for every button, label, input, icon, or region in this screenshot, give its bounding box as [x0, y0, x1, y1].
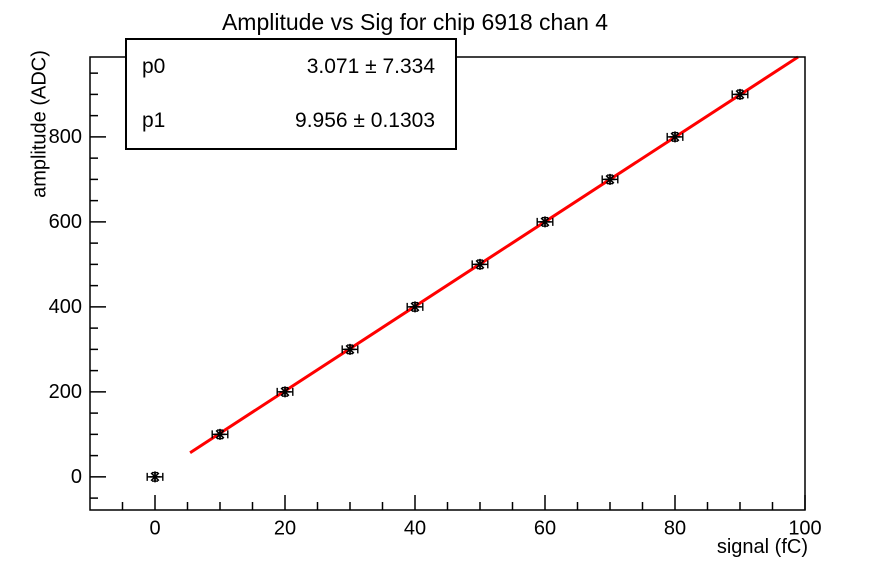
x-tick-label: 80 — [664, 518, 686, 540]
stat-row-p0: p0 3.071 ± 7.334 — [127, 55, 455, 79]
y-axis: 0 200 400 600 800 — [49, 72, 106, 499]
asterisk-marker — [215, 429, 225, 439]
asterisk-marker — [605, 174, 615, 184]
x-axis-title: signal (fC) — [716, 536, 808, 558]
data-point — [146, 471, 164, 483]
asterisk-marker — [475, 259, 485, 269]
stat-p1-value: 9.956 ± 0.1303 — [295, 109, 435, 132]
stat-p0-value: 3.071 ± 7.334 — [306, 55, 435, 78]
y-tick-label: 800 — [49, 126, 82, 148]
asterisk-marker — [735, 89, 745, 99]
stat-p1-name: p1 — [142, 109, 166, 132]
x-tick-label: 20 — [274, 518, 296, 540]
data-point — [601, 173, 619, 185]
asterisk-marker — [540, 217, 550, 227]
fit-line — [189, 55, 799, 454]
asterisk-marker — [280, 387, 290, 397]
stat-p0-name: p0 — [142, 55, 166, 78]
asterisk-marker — [345, 344, 355, 354]
asterisk-marker — [670, 132, 680, 142]
stat-row-p1: p1 9.956 ± 0.1303 — [127, 109, 455, 133]
data-point — [211, 428, 229, 440]
x-tick-label: 60 — [534, 518, 556, 540]
x-tick-label: 0 — [149, 518, 160, 540]
data-point — [276, 386, 294, 398]
y-axis-title: amplitude (ADC) — [28, 50, 51, 198]
data-point — [666, 131, 684, 143]
data-point — [536, 216, 554, 228]
x-tick-label: 100 — [788, 518, 821, 540]
data-point — [471, 258, 489, 270]
asterisk-marker — [150, 472, 160, 482]
fit-stats-box: p0 3.071 ± 7.334 p1 9.956 ± 0.1303 — [125, 38, 457, 150]
data-point — [341, 343, 359, 355]
y-tick-label: 0 — [71, 466, 82, 488]
x-tick-label: 40 — [404, 518, 426, 540]
asterisk-marker — [410, 302, 420, 312]
y-tick-label: 400 — [49, 296, 82, 318]
y-tick-label: 600 — [49, 211, 82, 233]
data-point — [406, 301, 424, 313]
x-axis: 0 20 40 60 80 100 — [121, 495, 822, 540]
data-point — [731, 88, 749, 100]
y-tick-label: 200 — [49, 381, 82, 403]
plot-title: Amplitude vs Sig for chip 6918 chan 4 — [221, 9, 609, 35]
